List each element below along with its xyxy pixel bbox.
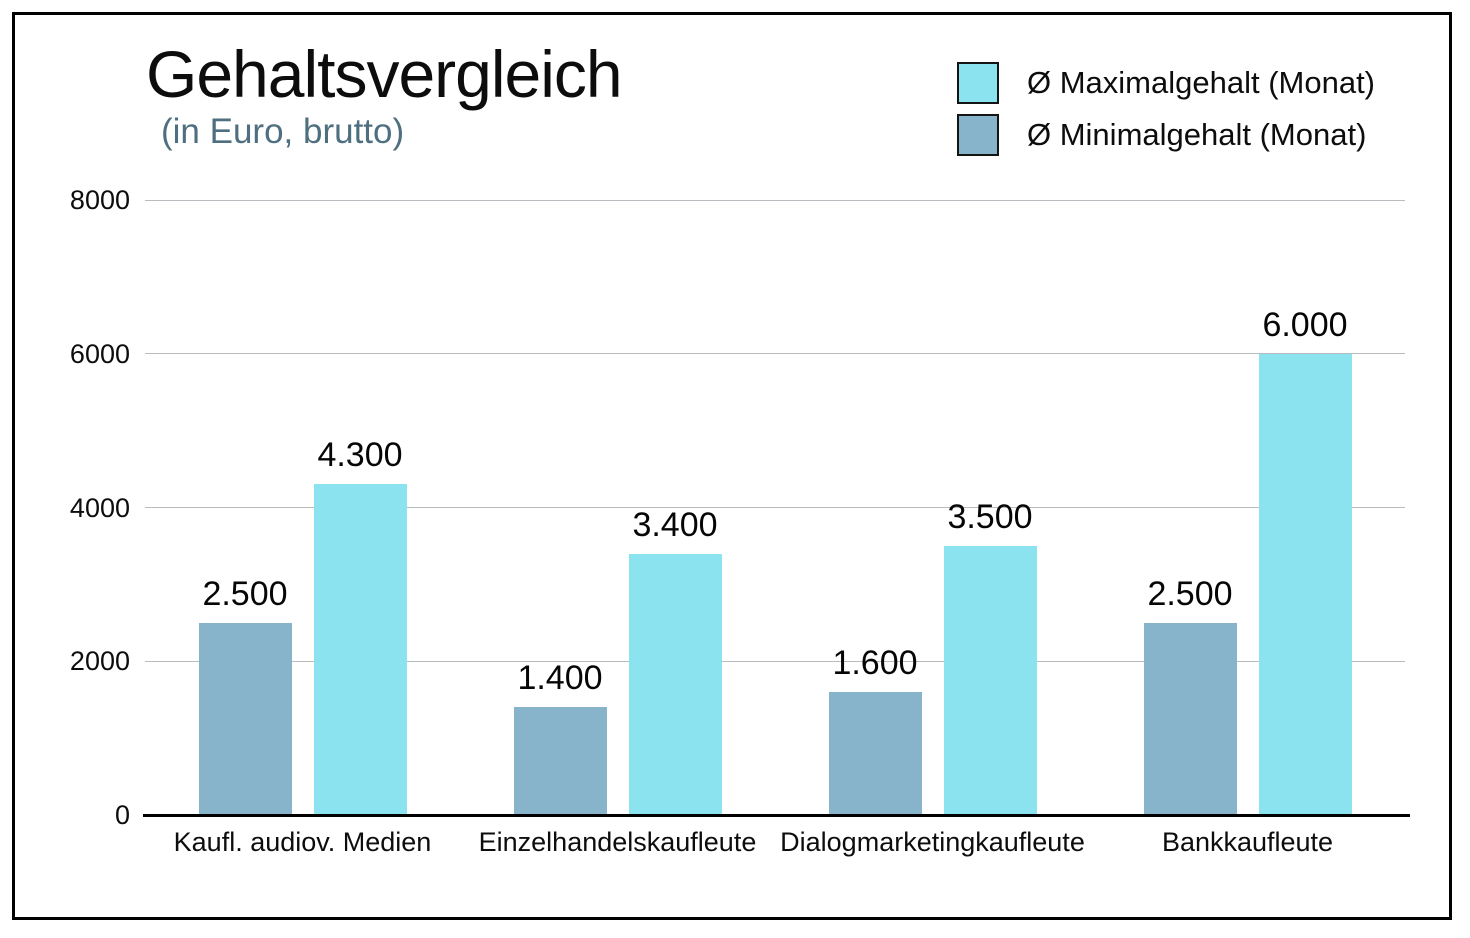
category-label-4: Bankkaufleute: [1161, 827, 1334, 857]
grid-line-4000: [145, 507, 1405, 508]
bar-value-label: 4.300: [317, 436, 403, 475]
bar-min-3: [828, 692, 922, 815]
bar-value-label: 1.600: [832, 644, 918, 682]
legend: Ø Maximalgehalt (Monat) Ø Minimalgehalt …: [957, 62, 1376, 167]
legend-item-min: Ø Minimalgehalt (Monat): [957, 114, 1375, 156]
bar-max-3: [943, 545, 1037, 815]
bar-max-1: [313, 484, 407, 815]
bar-min-4: [1143, 622, 1237, 815]
category-label-2: Einzelhandelskaufleute: [478, 827, 757, 857]
legend-label-min: Ø Minimalgehalt (Monat): [1027, 117, 1367, 152]
legend-swatch-min: [957, 114, 999, 156]
legend-swatch-max: [957, 62, 999, 104]
y-tick-label-6000: 6000: [69, 338, 130, 369]
grid-line-6000: [145, 353, 1405, 355]
chart-subtitle: (in Euro, brutto): [161, 112, 405, 151]
bar-value-label: 3.500: [947, 497, 1033, 536]
grid-line-2000: [145, 660, 1405, 662]
bar-value-label: 3.400: [632, 505, 718, 544]
y-tick-label-0: 0: [114, 800, 130, 830]
legend-label-max: Ø Maximalgehalt (Monat): [1027, 65, 1376, 100]
bar-value-label: 6.000: [1262, 305, 1348, 344]
category-label-1: Kaufl. audiov. Medien: [173, 827, 432, 857]
bar-min-1: [198, 622, 292, 815]
bar-value-label: 1.400: [517, 659, 603, 698]
chart-title: Gehaltsvergleich: [146, 37, 623, 111]
legend-item-max: Ø Maximalgehalt (Monat): [957, 62, 1376, 104]
y-tick-label-8000: 8000: [69, 185, 130, 215]
bar-max-4: [1258, 353, 1352, 815]
grid-line-8000: [145, 199, 1405, 201]
x-axis-line: [143, 814, 1410, 817]
bar-value-label: 2.500: [1147, 574, 1233, 613]
bar-value-label: 2.500: [202, 574, 288, 613]
category-label-3: Dialogmarketingkaufleute: [780, 827, 1085, 857]
bar-min-2: [513, 707, 607, 815]
y-tick-label-2000: 2000: [69, 646, 130, 677]
bar-max-2: [628, 553, 722, 815]
y-tick-label-4000: 4000: [69, 492, 130, 523]
